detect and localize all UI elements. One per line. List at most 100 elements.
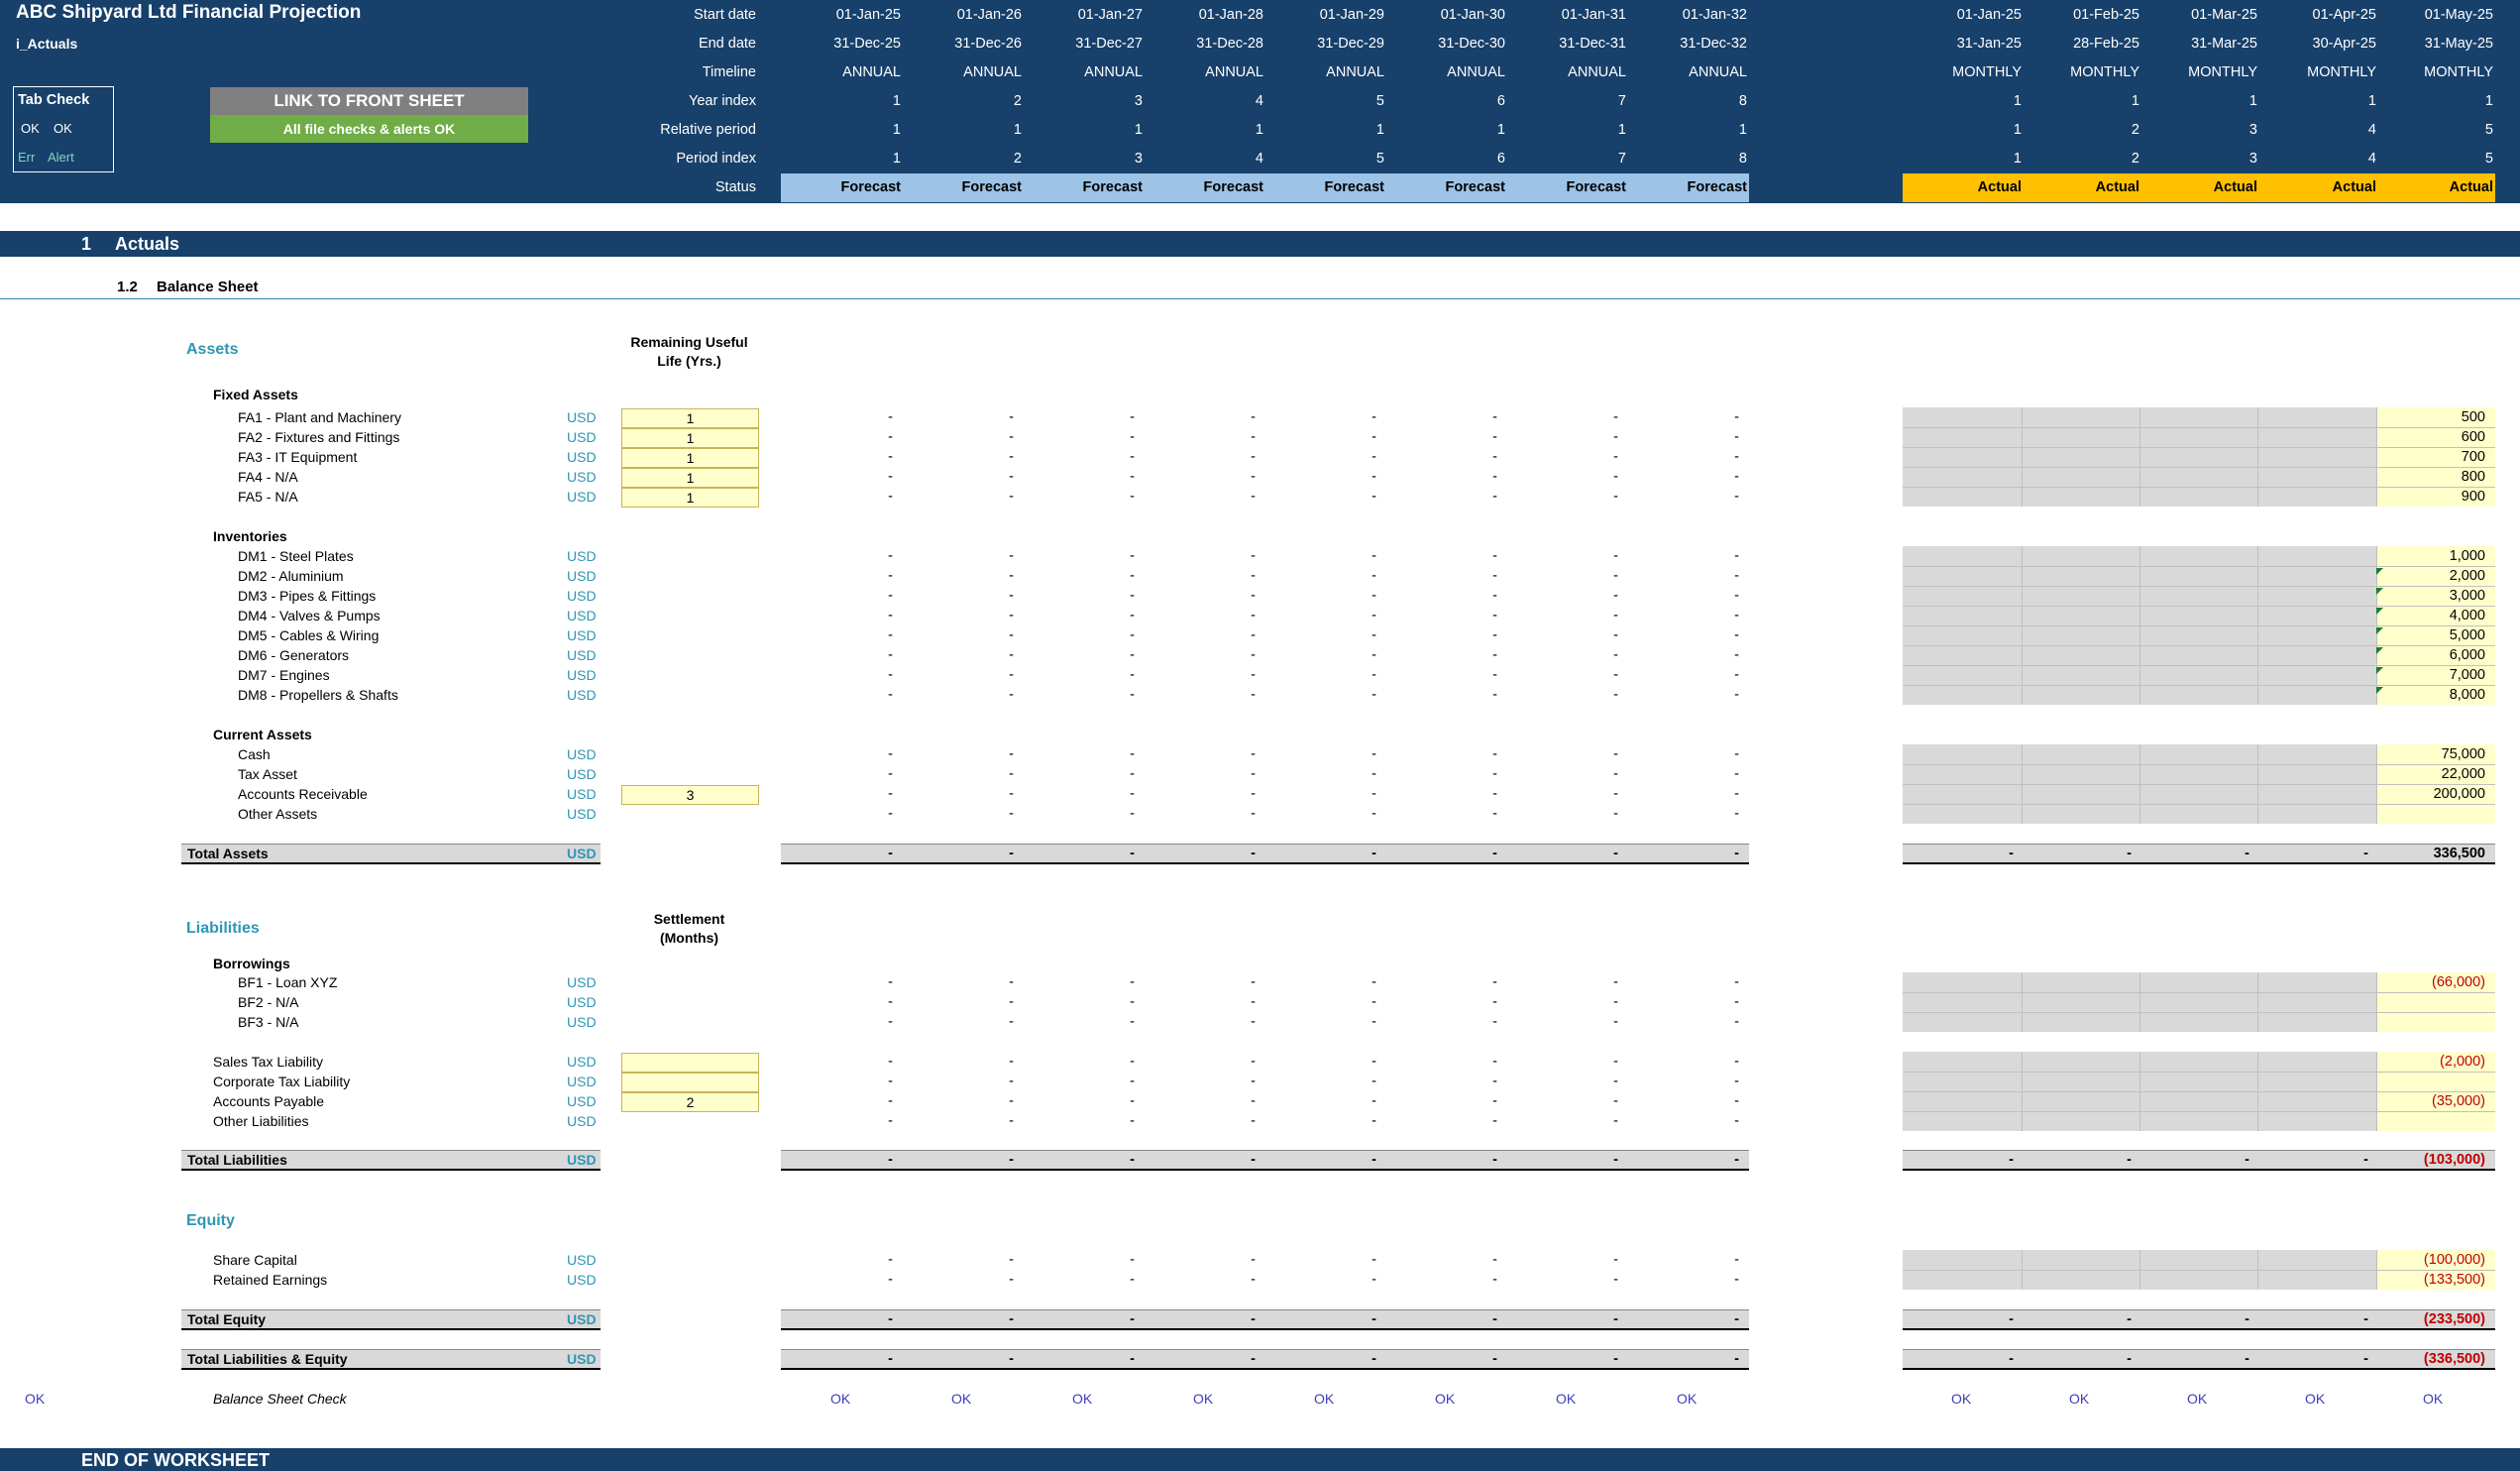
balance-check-ok[interactable]: OK <box>1556 1391 1577 1407</box>
balance-check-ok[interactable]: OK <box>951 1391 972 1407</box>
forecast-cell: - <box>1009 588 1014 604</box>
liability-row-input[interactable] <box>621 1073 759 1092</box>
annual-relative-period-cell: 1 <box>1255 122 1263 138</box>
balance-check-ok[interactable]: OK <box>2305 1391 2326 1407</box>
balance-check-ok-left[interactable]: OK <box>25 1391 46 1407</box>
balance-check-ok[interactable]: OK <box>2423 1391 2444 1407</box>
balance-check-ok[interactable]: OK <box>1072 1391 1093 1407</box>
monthly-relative-period-cell: 1 <box>2013 122 2022 138</box>
forecast-cell: - <box>1613 1351 1618 1367</box>
fixed-asset-row-input[interactable]: 1 <box>621 488 759 508</box>
forecast-cell: - <box>888 746 893 762</box>
current-asset-row-unit: USD <box>567 746 597 762</box>
forecast-cell: - <box>888 786 893 802</box>
forecast-cell: - <box>1734 409 1739 425</box>
tab-check-ok-2: OK <box>54 121 72 136</box>
total-assets-monthly-cell: - <box>2127 846 2132 861</box>
annual-relative-period-cell: 1 <box>1496 122 1505 138</box>
grid-line <box>1903 467 2495 468</box>
forecast-cell: - <box>1251 588 1256 604</box>
forecast-cell: - <box>888 568 893 584</box>
fixed-asset-row-input[interactable]: 1 <box>621 448 759 468</box>
forecast-cell: - <box>888 1252 893 1268</box>
forecast-status-band <box>781 173 1749 202</box>
forecast-cell: - <box>1371 667 1376 683</box>
grid-line <box>1903 645 2495 646</box>
forecast-cell: - <box>1251 1093 1256 1109</box>
forecast-cell: - <box>1492 806 1497 822</box>
forecast-cell: - <box>1734 469 1739 485</box>
monthly-period-index-cell: 5 <box>2484 151 2493 167</box>
actual-status-band <box>1903 173 2495 202</box>
forecast-cell: - <box>1009 786 1014 802</box>
forecast-cell: - <box>1251 489 1256 505</box>
forecast-cell: - <box>1251 449 1256 465</box>
grid-line <box>2022 744 2023 824</box>
total-liabilities-equity-monthly-cell: - <box>2009 1351 2014 1367</box>
fixed-asset-row-input[interactable]: 1 <box>621 408 759 428</box>
forecast-cell: - <box>1130 647 1135 663</box>
grid-line <box>2376 744 2377 824</box>
balance-check-ok[interactable]: OK <box>1951 1391 1972 1407</box>
balance-check-ok[interactable]: OK <box>830 1391 851 1407</box>
fixed-asset-row-input[interactable]: 1 <box>621 468 759 488</box>
forecast-cell: - <box>1251 409 1256 425</box>
forecast-cell: - <box>1734 627 1739 643</box>
fixed-asset-row-label: FA5 - N/A <box>238 489 298 505</box>
forecast-cell: - <box>888 687 893 703</box>
balance-check-ok[interactable]: OK <box>2187 1391 2208 1407</box>
monthly-status-cell: Actual <box>2332 179 2376 195</box>
liability-row-unit: USD <box>567 1113 597 1129</box>
forecast-cell: - <box>1492 627 1497 643</box>
forecast-cell: - <box>1130 1152 1135 1168</box>
annual-timeline-cell: ANNUAL <box>963 64 1022 80</box>
balance-check-ok[interactable]: OK <box>1435 1391 1456 1407</box>
current-asset-row-may-value: 75,000 <box>2441 746 2485 762</box>
total-liabilities-equity-forecast-band <box>781 1349 1749 1370</box>
total-equity-forecast-band <box>781 1309 1749 1330</box>
forecast-cell: - <box>1371 588 1376 604</box>
forecast-cell: - <box>1251 647 1256 663</box>
total-assets-monthly-cell: - <box>2363 846 2368 861</box>
balance-check-ok[interactable]: OK <box>1677 1391 1698 1407</box>
forecast-cell: - <box>1734 588 1739 604</box>
borrowing-row-unit: USD <box>567 1014 597 1030</box>
current-asset-row-input[interactable]: 3 <box>621 785 759 805</box>
forecast-cell: - <box>1371 746 1376 762</box>
equity-heading: Equity <box>186 1212 235 1229</box>
grid-line <box>1903 665 2495 666</box>
total-liabilities-equity-actual-band <box>1903 1349 2495 1370</box>
timeline-label-relative-period: Relative period <box>660 122 756 138</box>
forecast-cell: - <box>1130 429 1135 445</box>
current-asset-row-may-value: 22,000 <box>2441 766 2485 782</box>
monthly-status-cell: Actual <box>2095 179 2139 195</box>
balance-check-ok[interactable]: OK <box>2069 1391 2090 1407</box>
timeline-label-period-index: Period index <box>676 151 756 167</box>
balance-check-ok[interactable]: OK <box>1193 1391 1214 1407</box>
grid-line <box>1903 784 2495 785</box>
inventory-row-label: DM8 - Propellers & Shafts <box>238 687 398 703</box>
monthly-end-date-cell: 28-Feb-25 <box>2073 36 2139 52</box>
forecast-cell: - <box>1371 806 1376 822</box>
total-liabilities-equity-label-band <box>181 1349 601 1370</box>
forecast-cell: - <box>1492 1014 1497 1030</box>
forecast-cell: - <box>1009 766 1014 782</box>
balance-check-ok[interactable]: OK <box>1314 1391 1335 1407</box>
forecast-cell: - <box>1492 1093 1497 1109</box>
annual-start-date-cell: 01-Jan-31 <box>1561 7 1626 23</box>
total-liabilities-monthly-cell: - <box>2245 1152 2249 1168</box>
liability-row-input[interactable]: 2 <box>621 1092 759 1112</box>
forecast-cell: - <box>1009 548 1014 564</box>
fixed-asset-row-input[interactable]: 1 <box>621 428 759 448</box>
forecast-cell: - <box>1009 429 1014 445</box>
forecast-cell: - <box>1613 588 1618 604</box>
link-to-front-sheet-button[interactable]: LINK TO FRONT SHEET <box>210 87 528 115</box>
current-asset-row-unit: USD <box>567 766 597 782</box>
liability-row-input[interactable] <box>621 1053 759 1073</box>
borrowing-row-may-value: (66,000) <box>2431 974 2485 990</box>
grid-line <box>1903 685 2495 686</box>
forecast-cell: - <box>1613 469 1618 485</box>
forecast-cell: - <box>1130 588 1135 604</box>
annual-timeline-cell: ANNUAL <box>1084 64 1143 80</box>
timeline-label-year-index: Year index <box>689 93 756 109</box>
